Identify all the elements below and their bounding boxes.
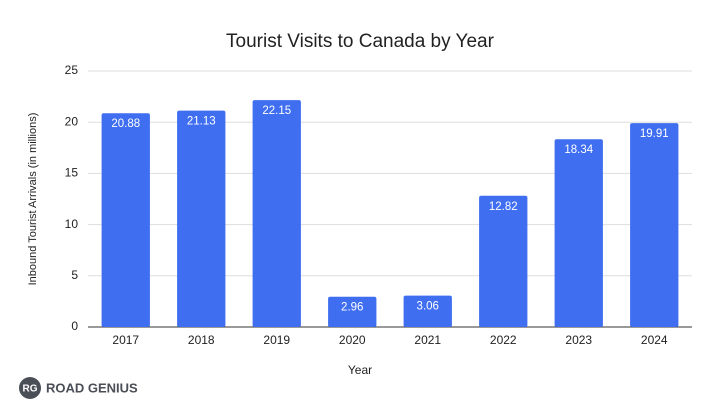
value-label: 12.82 xyxy=(489,201,518,213)
value-label: 3.06 xyxy=(417,301,439,313)
x-tick-label: 2024 xyxy=(641,333,668,347)
bar xyxy=(630,123,679,327)
value-label: 2.96 xyxy=(341,302,363,314)
y-tick-label: 15 xyxy=(65,166,79,180)
value-label: 18.34 xyxy=(564,144,593,156)
y-tick-label: 20 xyxy=(65,114,79,128)
x-axis-label: Year xyxy=(348,363,372,377)
x-tick-label: 2018 xyxy=(188,333,215,347)
value-label: 21.13 xyxy=(187,116,216,128)
y-tick-label: 10 xyxy=(65,217,79,231)
x-tick-label: 2019 xyxy=(263,333,290,347)
value-label: 22.15 xyxy=(262,105,291,117)
x-tick-label: 2020 xyxy=(339,333,366,347)
logo-badge-circle xyxy=(19,377,41,399)
value-label: 20.88 xyxy=(111,118,140,130)
logo: RG ROAD GENIUS xyxy=(19,377,138,399)
x-tick-label: 2022 xyxy=(490,333,517,347)
x-tick-label: 2017 xyxy=(112,333,139,347)
bar xyxy=(101,113,150,327)
y-tick-label: 0 xyxy=(71,319,78,333)
bar xyxy=(252,100,301,328)
y-axis-label: Inbound Tourist Arrivals (in millions) xyxy=(27,113,39,286)
bar xyxy=(554,139,603,327)
chart-title: Tourist Visits to Canada by Year xyxy=(226,31,495,52)
y-tick-label: 5 xyxy=(71,268,78,282)
bar xyxy=(177,110,226,327)
logo-badge: RG xyxy=(23,384,38,395)
bar xyxy=(328,296,377,327)
bar xyxy=(403,295,452,327)
logo-text: ROAD GENIUS xyxy=(46,380,138,395)
y-tick-label: 25 xyxy=(65,63,79,77)
x-tick-label: 2023 xyxy=(565,333,592,347)
bar xyxy=(479,195,528,327)
x-tick-label: 2021 xyxy=(414,333,441,347)
value-label: 19.91 xyxy=(640,128,669,140)
